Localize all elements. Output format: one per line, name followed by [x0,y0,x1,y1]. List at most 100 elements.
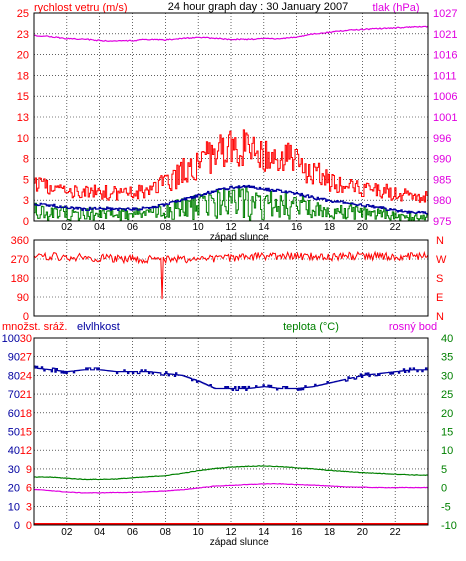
pressure-tick: 990 [433,154,451,166]
temperature-tick: -5 [441,501,451,513]
x-tick-label: 22 [390,527,402,538]
pressure-tick: 985 [433,174,451,186]
dew-point-series [33,483,429,494]
wind-speed-tick: 25 [17,8,29,20]
wind-pressure-panel-frame [33,12,429,222]
x-tick-label: 22 [390,222,402,233]
x-tick-label: 06 [127,527,139,538]
wind-speed-tick: 15 [17,91,29,103]
compass-tick: S [436,273,443,285]
x-tick-label: 14 [258,527,270,538]
temperature-tick: 25 [441,389,453,401]
rain-axis-title: množst. sráž. [2,321,67,333]
x-tick-label: 18 [324,527,336,538]
wind-gust-series [34,129,429,203]
pressure-tick: 1016 [433,50,457,62]
rain-tick: 12 [20,445,32,457]
compass-tick: N [436,235,444,247]
temperature-tick: 5 [441,464,447,476]
x-tick-label: 20 [357,527,369,538]
wind-direction-tick: 270 [11,254,29,266]
humidity-series [34,365,428,391]
chart-title: 24 hour graph day : 30 January 2007 [168,1,348,13]
compass-tick: W [436,254,447,266]
x-tick-label: 08 [160,222,172,233]
wind-direction-tick: 360 [11,235,29,247]
temperature-axis-title: teplota (°C) [283,321,339,333]
humidity-axis-title: elvlhkost [77,321,120,333]
x-tick-label: 04 [94,527,106,538]
humidity-tick: 20 [8,483,20,495]
rain-tick: 3 [26,501,32,513]
humidity-tick: 100 [2,333,20,345]
x-tick-label: 04 [94,222,106,233]
wind-speed-tick: 23 [17,29,29,41]
rain-tick: 27 [20,352,32,364]
x-tick-label: 08 [160,527,172,538]
temperature-tick: 0 [441,483,447,495]
x-tick-label: 16 [291,222,303,233]
wind-speed-tick: 20 [17,50,29,62]
wind-direction-tick: 0 [23,311,29,323]
x-tick-label: 14 [258,222,270,233]
pressure-tick: 980 [433,195,451,207]
wind-speed-tick: 0 [23,216,29,228]
x-tick-label: 06 [127,222,139,233]
temperature-tick: 15 [441,427,453,439]
pressure-tick: 1006 [433,91,457,103]
wind-speed-axis-title: rychlost vetru (m/s) [34,2,128,14]
pressure-tick: 1001 [433,112,457,124]
rain-tick: 24 [20,370,32,382]
x-tick-label: 02 [61,527,73,538]
x-tick-label: 12 [225,222,237,233]
wind-speed-tick: 3 [23,195,29,207]
wind-speed-tick: 10 [17,133,29,145]
wind-speed-tick: 18 [17,70,29,82]
temperature-series [33,465,429,481]
wind-speed-tick: 5 [23,174,29,186]
temperature-tick: 20 [441,408,453,420]
wind-direction-panel-frame [33,239,429,317]
x-tick-label: 02 [61,222,73,233]
humidity-tick: 10 [8,501,20,513]
x-axis-label: západ slunce [210,537,269,548]
pressure-series [33,25,429,42]
rain-tick: 9 [26,464,32,476]
humidity-temp-panel-frame [33,337,429,526]
dew-point-axis-title: rosný bod [389,321,437,333]
x-tick-label: 16 [291,527,303,538]
rain-tick: 6 [26,483,32,495]
humidity-tick: 70 [8,389,20,401]
wind-speed-min-series [34,185,429,221]
humidity-tick: 90 [8,352,20,364]
temperature-tick: 10 [441,445,453,457]
wind-direction-series [33,250,429,300]
humidity-tick: 40 [8,445,20,457]
temperature-tick: 35 [441,352,453,364]
pressure-tick: 1011 [433,70,457,82]
x-axis-label: západ slunce [210,232,269,243]
pressure-axis-title: tlak (hPa) [372,2,419,14]
humidity-tick: 50 [8,427,20,439]
wind-speed-tick: 13 [17,112,29,124]
x-tick-label: 10 [193,527,205,538]
rain-tick: 18 [20,408,32,420]
pressure-tick: 996 [433,133,451,145]
wind-direction-tick: 90 [17,292,29,304]
rain-tick: 21 [20,389,32,401]
temperature-tick: -10 [441,520,457,532]
compass-tick: N [436,311,444,323]
pressure-tick: 1021 [433,29,457,41]
wind-speed-tick: 8 [23,154,29,166]
rain-tick: 0 [26,520,32,532]
rain-tick: 30 [20,333,32,345]
wind-speed-avg-series [34,184,429,215]
temperature-tick: 30 [441,370,453,382]
x-tick-label: 10 [193,222,205,233]
humidity-tick: 30 [8,464,20,476]
pressure-tick: 975 [433,216,451,228]
compass-tick: E [436,292,443,304]
humidity-tick: 0 [14,520,20,532]
wind-direction-tick: 180 [11,273,29,285]
